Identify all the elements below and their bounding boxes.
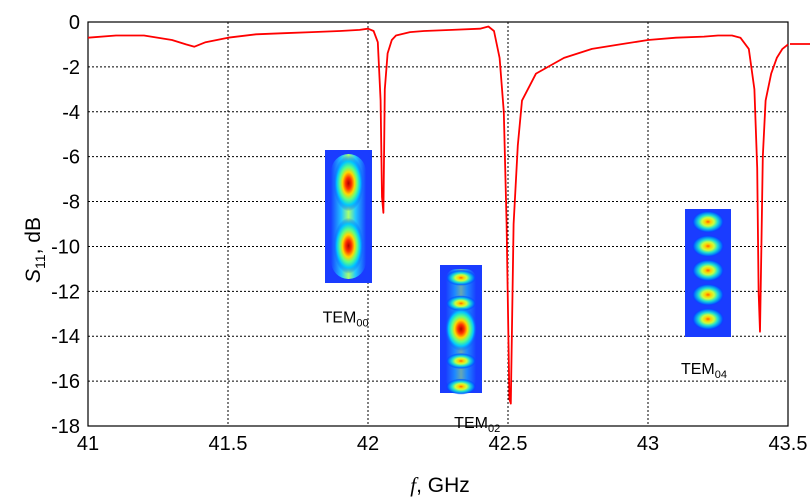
plot-frame — [87, 21, 789, 427]
mode-pattern-insets: TEM00 TEM02 TEM04 — [323, 150, 731, 435]
y-tick-label: -12 — [51, 281, 80, 303]
y-tick-label: -6 — [62, 147, 80, 169]
x-tick-label: 41.5 — [209, 433, 248, 455]
y-axis-ticks: 0 -2 -4 -6 -8 -10 -12 -14 -16 -18 — [51, 12, 80, 438]
mode-inset-tem04: TEM04 — [681, 209, 731, 381]
mode-inset-tem02: TEM02 — [440, 265, 500, 435]
x-tick-label: 43 — [637, 433, 659, 455]
mode-label: TEM00 — [323, 310, 369, 330]
mode-field-lobe — [692, 235, 724, 258]
mode-field-lobe — [692, 259, 724, 282]
mode-field-lobe — [446, 269, 476, 286]
y-tick-label: -14 — [51, 326, 80, 348]
mode-field-lobe — [692, 283, 724, 306]
y-tick-label: -18 — [51, 416, 80, 438]
mode-label: TEM04 — [681, 361, 727, 381]
mode-field-lobe — [333, 155, 364, 212]
s11-curve — [87, 25, 789, 405]
mode-inset-tem00: TEM00 — [323, 150, 372, 330]
x-tick-label: 43.5 — [769, 433, 808, 455]
mode-field-lobe — [333, 217, 364, 274]
y-tick-label: -4 — [62, 102, 80, 124]
x-tick-label: 41 — [77, 433, 99, 455]
x-axis-ticks: 41 41.5 42 42.5 43 43.5 — [77, 433, 808, 455]
y-tick-label: -8 — [62, 192, 80, 214]
x-axis-label: f, GHz — [410, 473, 470, 497]
mode-field-lobe — [692, 308, 724, 331]
mode-field-lobe — [446, 353, 476, 369]
mode-label: TEM02 — [454, 415, 500, 435]
mode-field-lobe — [446, 295, 476, 312]
x-tick-label: 42 — [357, 433, 379, 455]
x-tick-label: 42.5 — [489, 433, 528, 455]
y-tick-label: -10 — [51, 236, 80, 258]
mode-field-lobe — [692, 210, 724, 233]
y-tick-label: 0 — [69, 12, 80, 34]
y-axis-label: S11, dB — [22, 217, 48, 283]
mode-field-lobe — [445, 307, 477, 351]
y-tick-label: -2 — [62, 57, 80, 79]
y-tick-label: -16 — [51, 371, 80, 393]
mode-field-lobe — [446, 378, 476, 395]
